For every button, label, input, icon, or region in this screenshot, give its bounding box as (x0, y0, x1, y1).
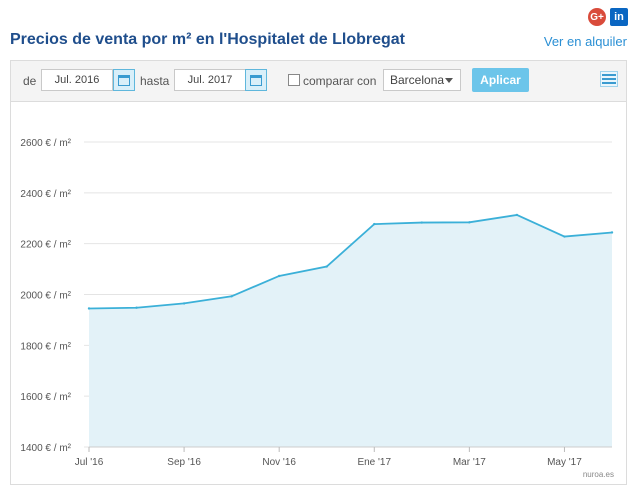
to-calendar-button[interactable] (245, 69, 267, 91)
x-tick-label: Jul '16 (75, 457, 104, 468)
to-date-input[interactable]: Jul. 2017 (174, 69, 246, 91)
calendar-icon (250, 74, 262, 86)
data-point (87, 307, 91, 310)
y-tick-label: 1600 € / m² (20, 392, 71, 403)
x-tick-label: Ene '17 (357, 457, 391, 468)
linkedin-icon[interactable]: in (610, 8, 628, 26)
compare-city-value: Barcelona (390, 73, 445, 87)
menu-icon[interactable] (600, 71, 618, 87)
x-tick-label: Mar '17 (453, 457, 486, 468)
apply-button[interactable]: Aplicar (472, 68, 529, 92)
area-fill (89, 214, 612, 447)
x-tick-label: Sep '16 (167, 457, 201, 468)
data-point (420, 221, 424, 224)
filter-toolbar: de Jul. 2016 hasta Jul. 2017 comparar co… (11, 61, 626, 102)
from-date-input[interactable]: Jul. 2016 (41, 69, 113, 91)
from-calendar-button[interactable] (113, 69, 135, 91)
data-point (515, 213, 519, 217)
data-point (230, 295, 233, 298)
calendar-icon (118, 74, 130, 86)
data-point (325, 265, 328, 268)
from-label: de (23, 74, 37, 88)
y-tick-label: 2000 € / m² (20, 291, 71, 302)
x-tick-label: May '17 (547, 457, 582, 468)
y-tick-label: 2400 € / m² (20, 189, 71, 200)
y-tick-label: 2600 € / m² (20, 138, 71, 149)
data-point (135, 306, 138, 309)
price-line (88, 214, 613, 310)
to-label: hasta (140, 74, 170, 88)
compare-label: comparar con (303, 74, 377, 88)
y-tick-label: 1400 € / m² (20, 443, 71, 454)
chevron-down-icon (445, 78, 453, 83)
data-point (610, 231, 614, 234)
data-point (373, 222, 376, 226)
compare-city-select[interactable]: Barcelona (383, 69, 461, 91)
x-tick-label: Nov '16 (262, 457, 296, 468)
rent-view-link[interactable]: Ver en alquiler (543, 34, 627, 49)
page-title: Precios de venta por m² en l'Hospitalet … (10, 31, 405, 48)
social-links: G+ in (588, 8, 628, 26)
data-point (563, 235, 566, 238)
compare-checkbox[interactable] (288, 74, 300, 86)
y-tick-label: 1800 € / m² (20, 341, 71, 352)
data-point (182, 302, 186, 305)
y-tick-label: 2200 € / m² (20, 240, 71, 251)
data-point (468, 221, 471, 224)
price-chart: 1400 € / m² 1600 € / m² 1800 € / m² 2000 € … (20, 138, 614, 468)
chart-panel: de Jul. 2016 hasta Jul. 2017 comparar co… (10, 60, 627, 485)
source-label: nuroa.es (582, 470, 614, 479)
data-point (277, 274, 281, 278)
google-plus-icon[interactable]: G+ (588, 8, 606, 26)
